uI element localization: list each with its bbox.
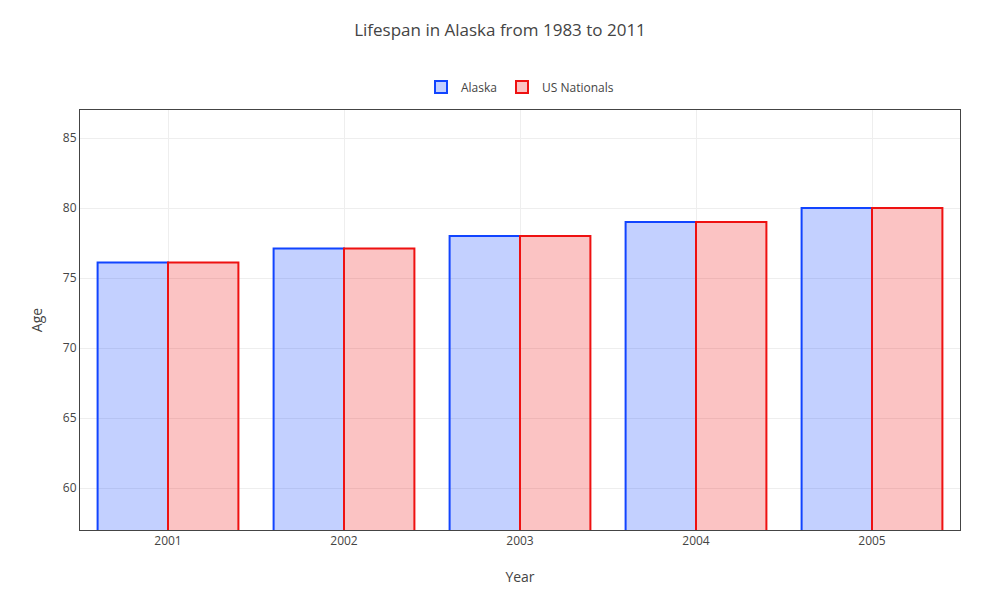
svg-text:80: 80 [63, 199, 77, 216]
svg-text:2004: 2004 [682, 532, 710, 549]
svg-text:Alaska: Alaska [461, 79, 497, 96]
svg-text:2001: 2001 [154, 532, 181, 549]
svg-text:65: 65 [63, 409, 77, 426]
svg-text:Lifespan in Alaska from 1983 t: Lifespan in Alaska from 1983 to 2011 [354, 18, 646, 41]
svg-text:2003: 2003 [506, 532, 534, 549]
svg-text:85: 85 [63, 129, 77, 146]
svg-text:US Nationals: US Nationals [542, 79, 614, 96]
svg-text:Year: Year [505, 567, 534, 586]
svg-text:75: 75 [63, 269, 77, 286]
svg-text:2002: 2002 [330, 532, 358, 549]
svg-text:70: 70 [63, 339, 77, 356]
svg-text:60: 60 [63, 479, 77, 496]
svg-text:Age: Age [27, 308, 46, 332]
svg-text:2005: 2005 [858, 532, 886, 549]
